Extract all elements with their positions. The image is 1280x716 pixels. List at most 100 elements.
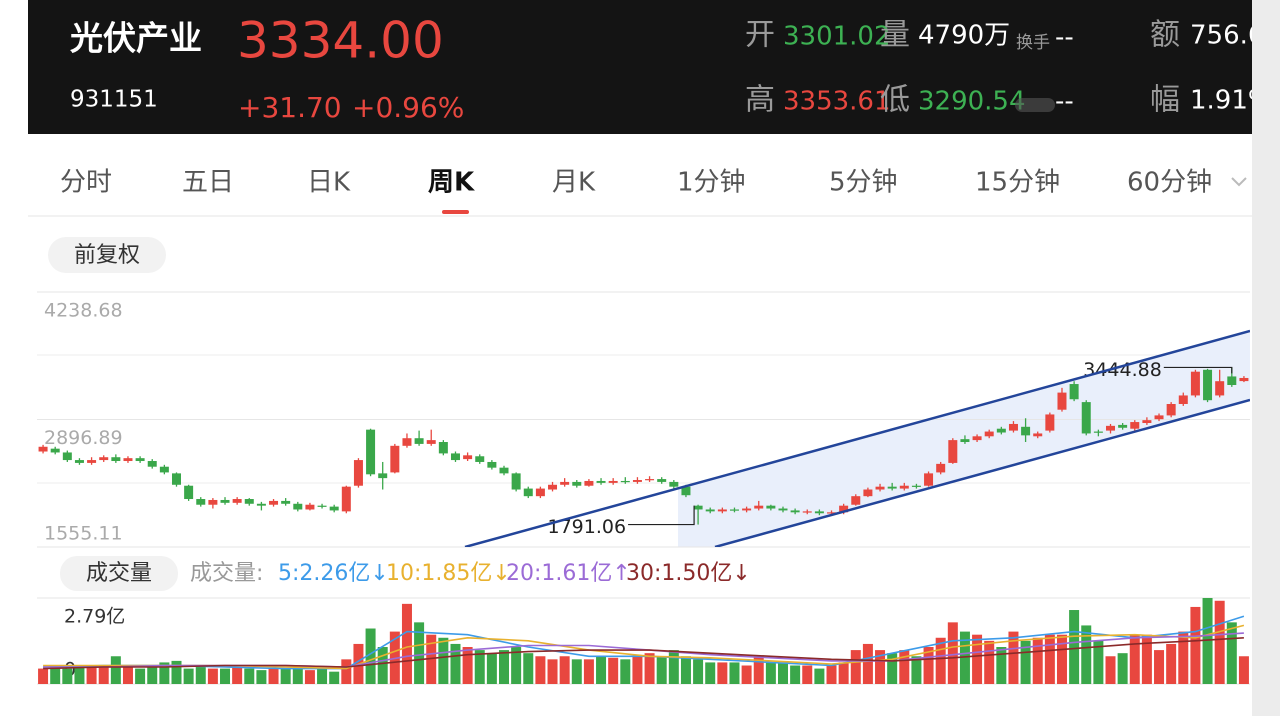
candle-body bbox=[232, 499, 242, 503]
volume-bar bbox=[232, 667, 243, 684]
volume-plot: 2.79亿0 bbox=[37, 597, 1250, 685]
candle-body bbox=[887, 486, 897, 489]
volume-bar bbox=[438, 637, 449, 684]
candle-body bbox=[984, 431, 994, 437]
tab[interactable]: 五日 bbox=[182, 168, 234, 198]
candle-body bbox=[111, 457, 121, 462]
candle-body bbox=[1118, 424, 1128, 428]
candle-body bbox=[499, 467, 509, 474]
volume-bar bbox=[608, 657, 619, 684]
volume-bar bbox=[753, 656, 764, 684]
candle-body bbox=[1069, 384, 1079, 400]
volume-bar bbox=[1226, 622, 1237, 684]
candle-body bbox=[924, 473, 934, 486]
candle-body bbox=[414, 438, 424, 444]
candle-body bbox=[742, 508, 752, 511]
blurred-label bbox=[1015, 98, 1055, 112]
candle-body bbox=[863, 489, 873, 497]
candle-body bbox=[766, 505, 776, 509]
volume-bar bbox=[317, 668, 328, 684]
volume-bar bbox=[947, 622, 958, 684]
candle-body bbox=[948, 440, 958, 463]
candle-body bbox=[548, 484, 558, 490]
candle-body bbox=[729, 509, 739, 511]
candle-body bbox=[1178, 395, 1188, 405]
volume-bar bbox=[1129, 634, 1140, 684]
volume-bar bbox=[486, 653, 497, 684]
volume-bar bbox=[1154, 650, 1165, 684]
candle-body bbox=[62, 452, 72, 461]
volume-bar bbox=[147, 665, 158, 684]
volume-bar bbox=[183, 668, 194, 684]
candle-body bbox=[341, 486, 351, 512]
price-plot: 4238.68 2896.89 1555.11 1791.06 3444.88 bbox=[37, 291, 1250, 548]
stat-value: 1.91% bbox=[1190, 86, 1273, 116]
candle-body bbox=[1166, 404, 1176, 416]
candle-body bbox=[1093, 431, 1103, 433]
volume-bar bbox=[1238, 656, 1249, 684]
candle-body bbox=[281, 500, 291, 504]
volume-bar bbox=[256, 670, 267, 684]
candle-body bbox=[705, 509, 715, 512]
candle-body bbox=[1021, 426, 1031, 436]
candle-body bbox=[851, 496, 861, 505]
tab[interactable]: 分时 bbox=[60, 168, 112, 198]
candle-body bbox=[754, 505, 764, 509]
tab[interactable]: 15分钟 bbox=[975, 168, 1060, 198]
volume-bar bbox=[1069, 610, 1080, 684]
volume-bar bbox=[777, 662, 788, 684]
volume-bar bbox=[826, 665, 837, 684]
index-name: 光伏产业 bbox=[70, 19, 202, 58]
volume-bar bbox=[535, 656, 546, 684]
tab[interactable]: 日K bbox=[307, 168, 351, 198]
candle-body bbox=[717, 509, 727, 512]
candle-body bbox=[38, 446, 48, 452]
stat-label: 开 bbox=[745, 18, 775, 53]
volume-button[interactable] bbox=[60, 556, 178, 591]
candle-body bbox=[681, 486, 691, 496]
candle-body bbox=[1057, 392, 1067, 410]
channel-lower bbox=[714, 398, 1250, 547]
tab[interactable]: 周K bbox=[428, 168, 475, 198]
volume-bar bbox=[1056, 634, 1067, 684]
adjust-button-label[interactable]: 前复权 bbox=[74, 243, 140, 268]
volume-bar bbox=[959, 631, 970, 684]
volume-bar bbox=[86, 665, 97, 684]
candle-body bbox=[875, 486, 885, 490]
tab[interactable]: 1分钟 bbox=[677, 168, 746, 198]
candle-body bbox=[511, 473, 521, 490]
tab[interactable]: 5分钟 bbox=[829, 168, 898, 198]
tab-more-chevron[interactable] bbox=[1231, 177, 1247, 187]
candle-body bbox=[632, 480, 642, 482]
adjust-button[interactable] bbox=[48, 237, 166, 273]
candle-body bbox=[159, 466, 169, 473]
tab[interactable]: 60分钟 bbox=[1127, 168, 1212, 198]
volume-bar bbox=[98, 665, 109, 684]
candle-body bbox=[208, 499, 218, 505]
candle-body bbox=[1008, 423, 1018, 431]
candle-body bbox=[450, 453, 460, 461]
volume-bar bbox=[110, 656, 121, 684]
volume-button-label[interactable]: 成交量 bbox=[86, 561, 152, 586]
volume-bar bbox=[911, 656, 922, 684]
volume-bar bbox=[765, 662, 776, 684]
candle-body bbox=[1190, 371, 1200, 396]
volume-bar bbox=[377, 647, 388, 684]
candle-body bbox=[123, 458, 133, 462]
candle-body bbox=[657, 479, 667, 482]
candle-body bbox=[74, 460, 84, 463]
volume-bar bbox=[814, 668, 825, 684]
tab[interactable]: 月K bbox=[552, 168, 596, 198]
candle-body bbox=[87, 460, 97, 463]
candle-body bbox=[560, 481, 570, 485]
volume-bar bbox=[935, 637, 946, 684]
candle-body bbox=[184, 485, 194, 500]
volume-bar bbox=[620, 659, 631, 684]
volume-bar bbox=[1032, 637, 1043, 684]
candle-body bbox=[366, 429, 376, 475]
volume-bar bbox=[668, 650, 679, 684]
stat-value: 4790万 bbox=[918, 21, 1010, 51]
volume-bar bbox=[717, 662, 728, 684]
channel-upper bbox=[464, 329, 1250, 547]
candle-body bbox=[523, 488, 533, 497]
